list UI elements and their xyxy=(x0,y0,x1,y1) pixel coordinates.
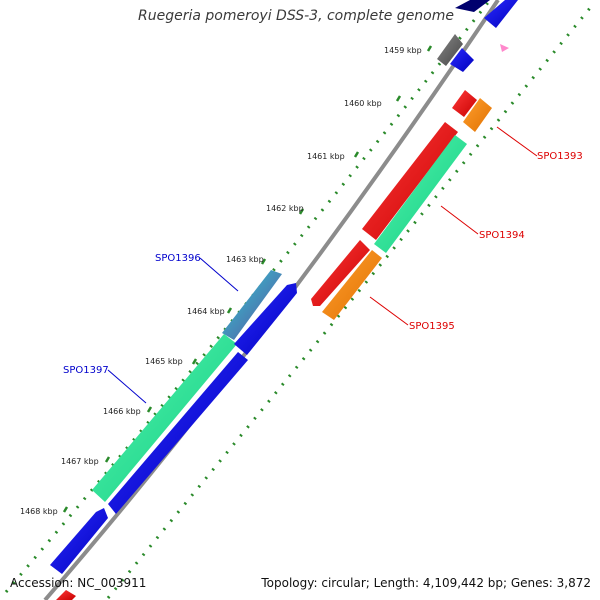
tick-1463 xyxy=(260,258,267,265)
leader-SPO1393 xyxy=(496,126,538,157)
outer-tick-ring xyxy=(4,0,492,593)
gene-teal-SPO1396 xyxy=(222,270,282,340)
tick-1460 xyxy=(395,95,402,102)
tick-1462 xyxy=(298,208,305,215)
minus-strand-features xyxy=(56,0,518,600)
gene-blue-b xyxy=(108,352,248,514)
marker-pink xyxy=(500,44,509,52)
gene-label-SPO1397[interactable]: SPO1397 xyxy=(63,365,109,376)
map-title: Ruegeria pomeroyi DSS-3, complete genome xyxy=(138,8,454,24)
tick-1465 xyxy=(191,358,198,365)
kbp-label-1467: 1467 kbp xyxy=(61,457,99,466)
gene-red-bottom xyxy=(56,590,76,600)
gene-gray xyxy=(437,34,463,66)
kbp-label-1465: 1465 kbp xyxy=(145,357,183,366)
gene-label-SPO1395[interactable]: SPO1395 xyxy=(409,321,455,332)
leader-SPO1395 xyxy=(369,296,409,326)
genome-summary-text: Topology: circular; Length: 4,109,442 bp… xyxy=(261,576,591,590)
kbp-label-1462: 1462 kbp xyxy=(266,204,304,213)
gene-red-SPO1394 xyxy=(362,122,458,240)
leader-SPO1394 xyxy=(440,205,479,235)
gene-label-SPO1393[interactable]: SPO1393 xyxy=(537,151,583,162)
tick-1467 xyxy=(104,456,111,463)
kbp-label-1466: 1466 kbp xyxy=(103,407,141,416)
tick-1466 xyxy=(146,406,153,413)
gene-navy-top xyxy=(455,0,490,12)
tick-1468 xyxy=(62,506,69,513)
kbp-label-1464: 1464 kbp xyxy=(187,307,225,316)
kbp-label-1460: 1460 kbp xyxy=(344,99,382,108)
gene-label-SPO1396[interactable]: SPO1396 xyxy=(155,253,201,264)
gene-orange-SPO1393 xyxy=(463,98,492,132)
gene-blue-a xyxy=(234,283,297,355)
tick-1464 xyxy=(226,307,233,314)
gene-label-SPO1394[interactable]: SPO1394 xyxy=(479,230,525,241)
leader-SPO1396 xyxy=(199,257,239,292)
kbp-label-1468: 1468 kbp xyxy=(20,507,58,516)
kbp-label-1459: 1459 kbp xyxy=(384,46,422,55)
gene-blue-small xyxy=(450,48,474,72)
tick-1459 xyxy=(426,45,433,52)
kbp-label-1463: 1463 kbp xyxy=(226,255,264,264)
major-ticks xyxy=(62,45,433,513)
gene-blue-c xyxy=(50,508,108,574)
gene-green-SPO1397 xyxy=(92,334,237,502)
kbp-label-1461: 1461 kbp xyxy=(307,152,345,161)
gene-blue-top xyxy=(484,0,518,28)
gene-labels: SPO1393 SPO1394 SPO1395 SPO1396 SPO1397 xyxy=(63,151,583,376)
gene-leaders xyxy=(107,126,538,404)
accession-text: Accession: NC_003911 xyxy=(10,576,147,590)
leader-SPO1397 xyxy=(107,369,147,404)
gene-orange-SPO1395 xyxy=(322,250,382,320)
gene-red-SPO1395 xyxy=(311,240,370,306)
gene-green-SPO1394 xyxy=(374,135,467,253)
plus-strand-features xyxy=(50,0,490,574)
inner-tick-ring xyxy=(106,7,592,599)
gene-red-top xyxy=(452,90,477,117)
kbp-labels: 1459 kbp 1460 kbp 1461 kbp 1462 kbp 1463… xyxy=(20,46,422,516)
tick-1461 xyxy=(353,151,360,158)
